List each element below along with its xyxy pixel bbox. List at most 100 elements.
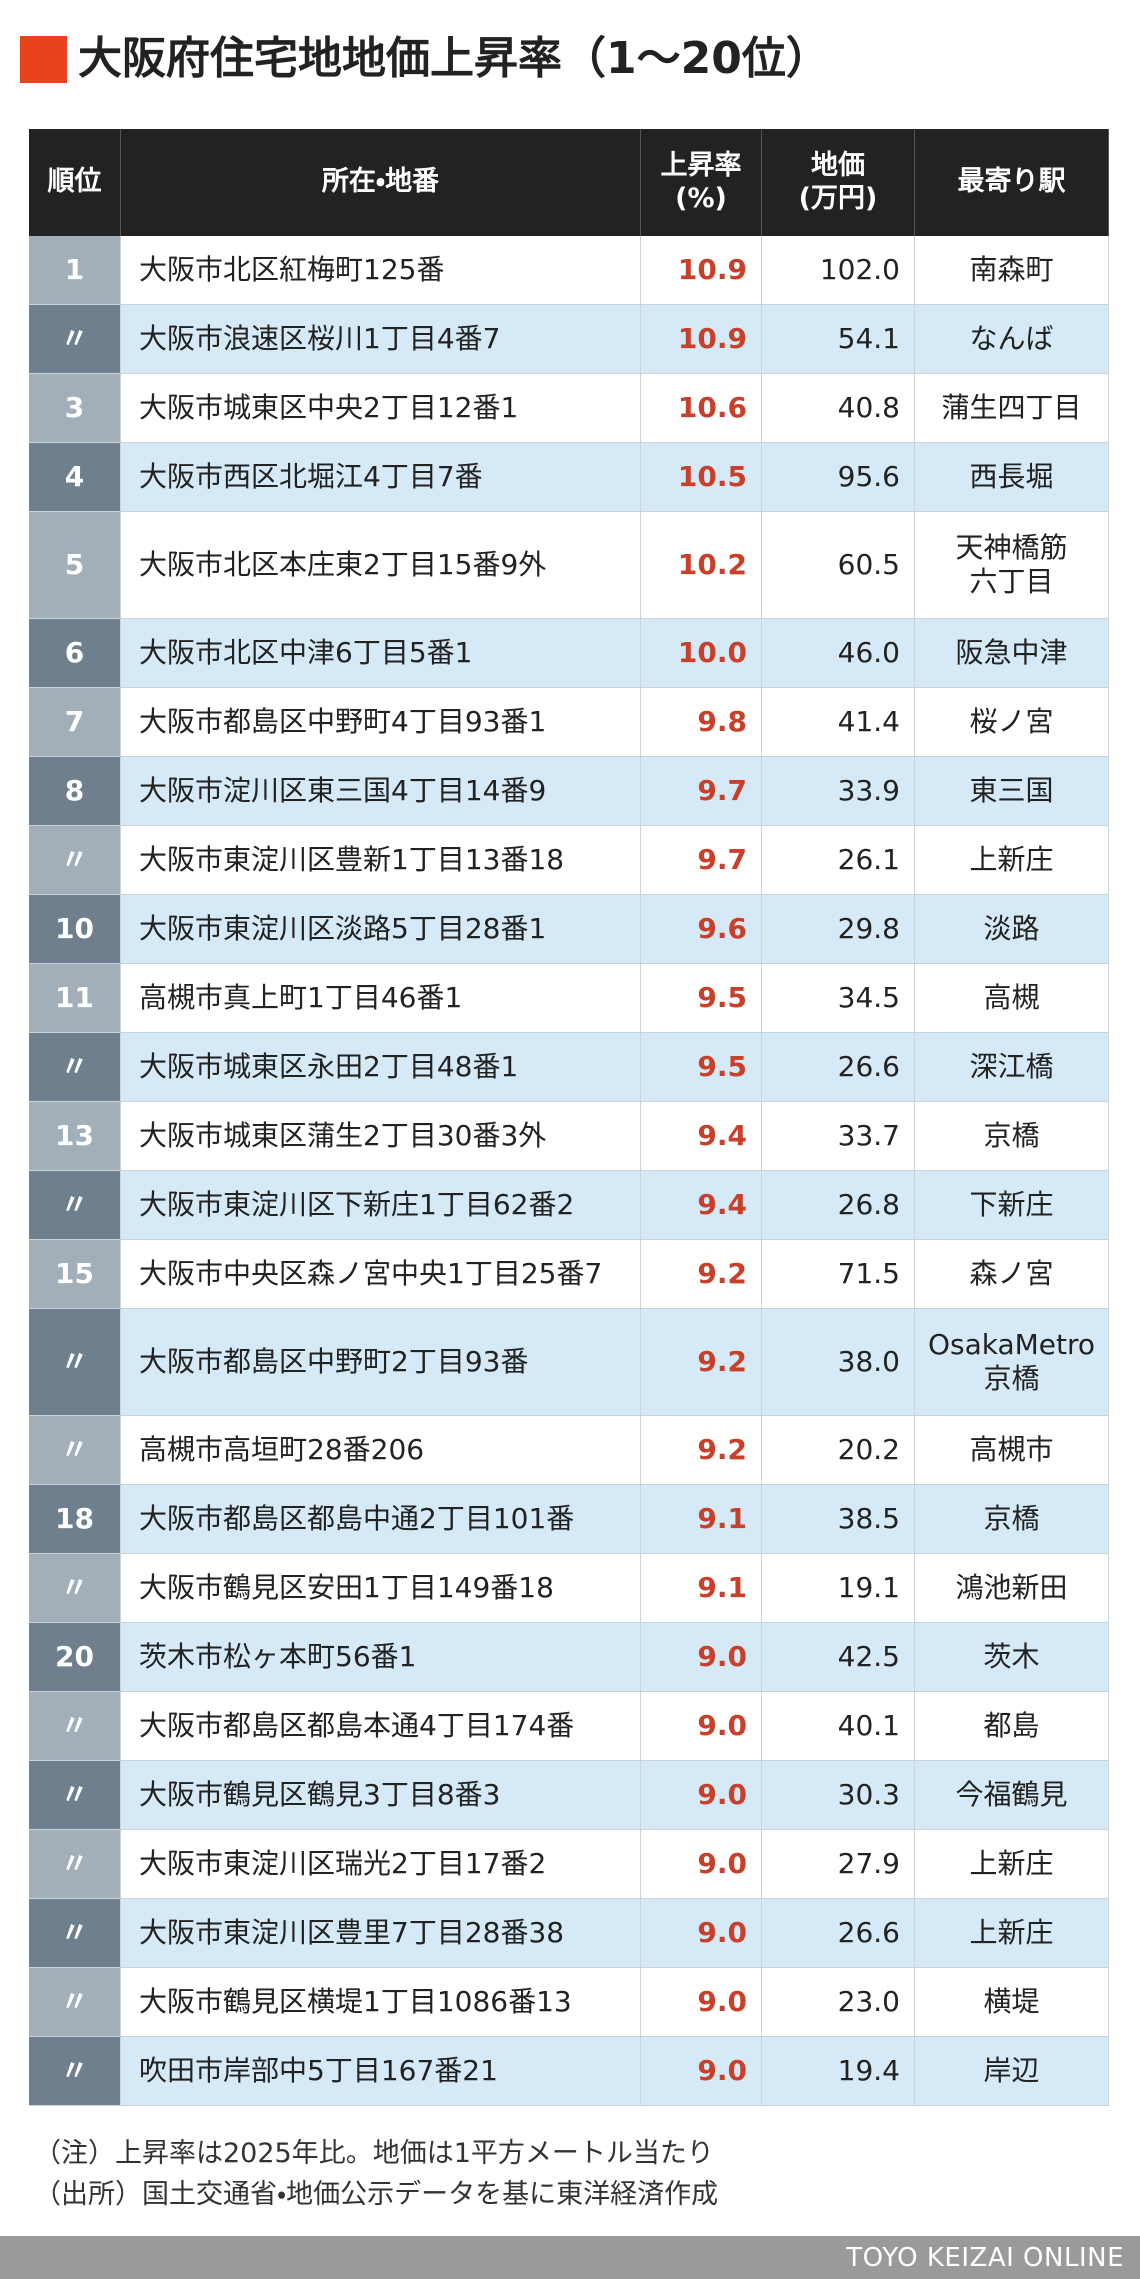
rank-text: 〃 xyxy=(60,1571,89,1605)
station-cell: 岸辺 xyxy=(915,2037,1109,2106)
price-text: 38.5 xyxy=(837,1502,900,1536)
rate-cell: 9.4 xyxy=(641,1171,762,1240)
rank-text: 13 xyxy=(55,1119,94,1153)
rank-cell: 18 xyxy=(29,1485,121,1554)
station-cell: 鴻池新田 xyxy=(915,1554,1109,1623)
address-text: 大阪市東淀川区瑞光2丁目17番2 xyxy=(139,1847,547,1881)
address-text: 大阪市東淀川区豊新1丁目13番18 xyxy=(139,843,565,877)
rank-cell: 〃 xyxy=(29,1692,121,1761)
station-text: 森ノ宮 xyxy=(969,1257,1054,1291)
price-text: 71.5 xyxy=(837,1257,900,1291)
rank-text: 10 xyxy=(55,912,94,946)
station-text: 桜ノ宮 xyxy=(969,705,1054,739)
rank-cell: 8 xyxy=(29,757,121,826)
address-cell: 大阪市鶴見区横堤1丁目1086番13 xyxy=(121,1968,641,2037)
address-cell: 大阪市東淀川区瑞光2丁目17番2 xyxy=(121,1830,641,1899)
station-text: 茨木 xyxy=(983,1640,1040,1674)
header-text: 地価 xyxy=(811,150,865,182)
rank-cell: 15 xyxy=(29,1240,121,1309)
station-cell: 阪急中津 xyxy=(915,619,1109,688)
address-cell: 大阪市鶴見区安田1丁目149番18 xyxy=(121,1554,641,1623)
rank-cell: 〃 xyxy=(29,1171,121,1240)
rate-text: 10.9 xyxy=(677,322,747,356)
rank-cell: 〃 xyxy=(29,2037,121,2106)
address-cell: 大阪市北区中津6丁目5番1 xyxy=(121,619,641,688)
address-text: 大阪市都島区都島本通4丁目174番 xyxy=(139,1709,575,1743)
station-cell: 今福鶴見 xyxy=(915,1761,1109,1830)
rate-cell: 9.0 xyxy=(641,1899,762,1968)
price-cell: 38.0 xyxy=(762,1309,915,1416)
station-text: 高槻 xyxy=(983,981,1040,1015)
header-cell: 最寄り駅 xyxy=(915,129,1109,236)
station-text: 京橋 xyxy=(983,1119,1040,1153)
rate-text: 9.0 xyxy=(697,1640,747,1674)
station-text: 上新庄 xyxy=(969,1847,1054,1881)
address-text: 大阪市中央区森ノ宮中央1丁目25番7 xyxy=(139,1257,603,1291)
address-cell: 大阪市鶴見区鶴見3丁目8番3 xyxy=(121,1761,641,1830)
station-text: 京橋 xyxy=(983,1502,1040,1536)
price-cell: 20.2 xyxy=(762,1416,915,1485)
header-text: 上昇率 xyxy=(660,150,742,182)
rate-cell: 9.2 xyxy=(641,1416,762,1485)
station-cell: 下新庄 xyxy=(915,1171,1109,1240)
address-cell: 大阪市都島区中野町4丁目93番1 xyxy=(121,688,641,757)
price-cell: 34.5 xyxy=(762,964,915,1033)
address-cell: 茨木市松ヶ本町56番1 xyxy=(121,1623,641,1692)
rate-text: 10.2 xyxy=(677,548,747,582)
rate-text: 9.0 xyxy=(697,1985,747,2019)
rank-cell: 4 xyxy=(29,443,121,512)
footer-bar xyxy=(0,2236,1140,2279)
address-text: 大阪市城東区中央2丁目12番1 xyxy=(139,391,519,425)
station-cell: 京橋 xyxy=(915,1485,1109,1554)
rate-cell: 9.7 xyxy=(641,757,762,826)
price-text: 40.8 xyxy=(837,391,900,425)
rate-text: 9.0 xyxy=(697,1847,747,1881)
station-text: OsakaMetro xyxy=(927,1328,1096,1362)
price-cell: 40.1 xyxy=(762,1692,915,1761)
rate-text: 9.0 xyxy=(697,1916,747,1950)
price-text: 30.3 xyxy=(837,1778,900,1812)
rate-cell: 9.2 xyxy=(641,1240,762,1309)
price-cell: 23.0 xyxy=(762,1968,915,2037)
price-text: 38.0 xyxy=(837,1345,900,1379)
address-text: 大阪市城東区蒲生2丁目30番3外 xyxy=(139,1119,547,1153)
rank-text: 8 xyxy=(64,774,85,808)
price-cell: 38.5 xyxy=(762,1485,915,1554)
rank-text: 〃 xyxy=(60,1050,89,1084)
rate-cell: 9.0 xyxy=(641,1692,762,1761)
address-cell: 大阪市西区北堀江4丁目7番 xyxy=(121,443,641,512)
rank-cell: 〃 xyxy=(29,1968,121,2037)
rank-text: 7 xyxy=(64,705,85,739)
rank-text: 3 xyxy=(64,391,85,425)
rank-cell: 5 xyxy=(29,512,121,619)
rank-text: 〃 xyxy=(60,1188,89,1222)
price-text: 42.5 xyxy=(837,1640,900,1674)
station-cell: 深江橋 xyxy=(915,1033,1109,1102)
rate-text: 9.5 xyxy=(697,981,747,1015)
station-text: 深江橋 xyxy=(969,1050,1054,1084)
price-cell: 71.5 xyxy=(762,1240,915,1309)
address-cell: 大阪市都島区中野町2丁目93番 xyxy=(121,1309,641,1416)
station-text: 東三国 xyxy=(969,774,1054,808)
rate-cell: 9.0 xyxy=(641,1623,762,1692)
rank-text: 〃 xyxy=(60,843,89,877)
rank-cell: 〃 xyxy=(29,1554,121,1623)
station-cell: 淡路 xyxy=(915,895,1109,964)
price-text: 33.9 xyxy=(837,774,900,808)
address-text: 吹田市岸部中5丁目167番21 xyxy=(139,2054,498,2088)
rate-text: 9.4 xyxy=(697,1188,747,1222)
address-cell: 大阪市都島区都島本通4丁目174番 xyxy=(121,1692,641,1761)
address-text: 大阪市城東区永田2丁目48番1 xyxy=(139,1050,519,1084)
rate-cell: 9.5 xyxy=(641,1033,762,1102)
price-cell: 33.7 xyxy=(762,1102,915,1171)
rate-cell: 10.2 xyxy=(641,512,762,619)
price-text: 95.6 xyxy=(837,460,900,494)
address-cell: 大阪市北区本庄東2丁目15番9外 xyxy=(121,512,641,619)
address-cell: 吹田市岸部中5丁目167番21 xyxy=(121,2037,641,2106)
rate-text: 9.2 xyxy=(697,1257,747,1291)
rank-text: 4 xyxy=(64,460,85,494)
price-text: 102.0 xyxy=(819,253,900,287)
rank-cell: 〃 xyxy=(29,1033,121,1102)
rate-cell: 9.7 xyxy=(641,826,762,895)
rate-cell: 10.6 xyxy=(641,374,762,443)
